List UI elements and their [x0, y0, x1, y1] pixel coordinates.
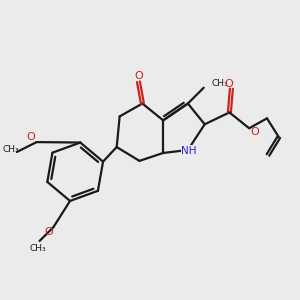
Text: O: O: [134, 71, 143, 81]
Text: O: O: [251, 127, 260, 137]
Text: NH: NH: [181, 146, 196, 156]
Text: CH₃: CH₃: [29, 244, 46, 253]
Text: CH₃: CH₃: [3, 146, 19, 154]
Text: O: O: [44, 227, 53, 237]
Text: O: O: [224, 79, 233, 89]
Text: O: O: [26, 132, 35, 142]
Text: CH₃: CH₃: [212, 79, 228, 88]
